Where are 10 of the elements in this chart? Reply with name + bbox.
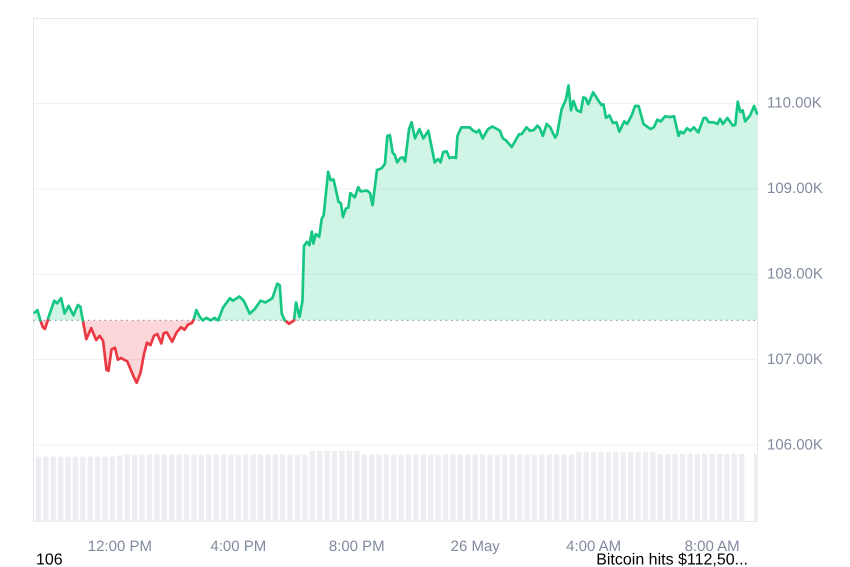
x-tick-label: 8:00 PM [328, 538, 385, 556]
y-tick-label: 108.00K [767, 265, 823, 282]
y-tick-label: 109.00K [767, 180, 823, 197]
y-tick-label: 107.00K [767, 350, 823, 368]
x-tick-label: 26 May [450, 538, 500, 556]
x-tick-label: 12:00 PM [88, 538, 152, 556]
x-tick-label: 4:00 PM [210, 538, 266, 556]
text: 106 [36, 551, 63, 567]
y-tick-label: 110.00K [767, 94, 822, 112]
y-tick-label: 106.00K [767, 436, 823, 454]
